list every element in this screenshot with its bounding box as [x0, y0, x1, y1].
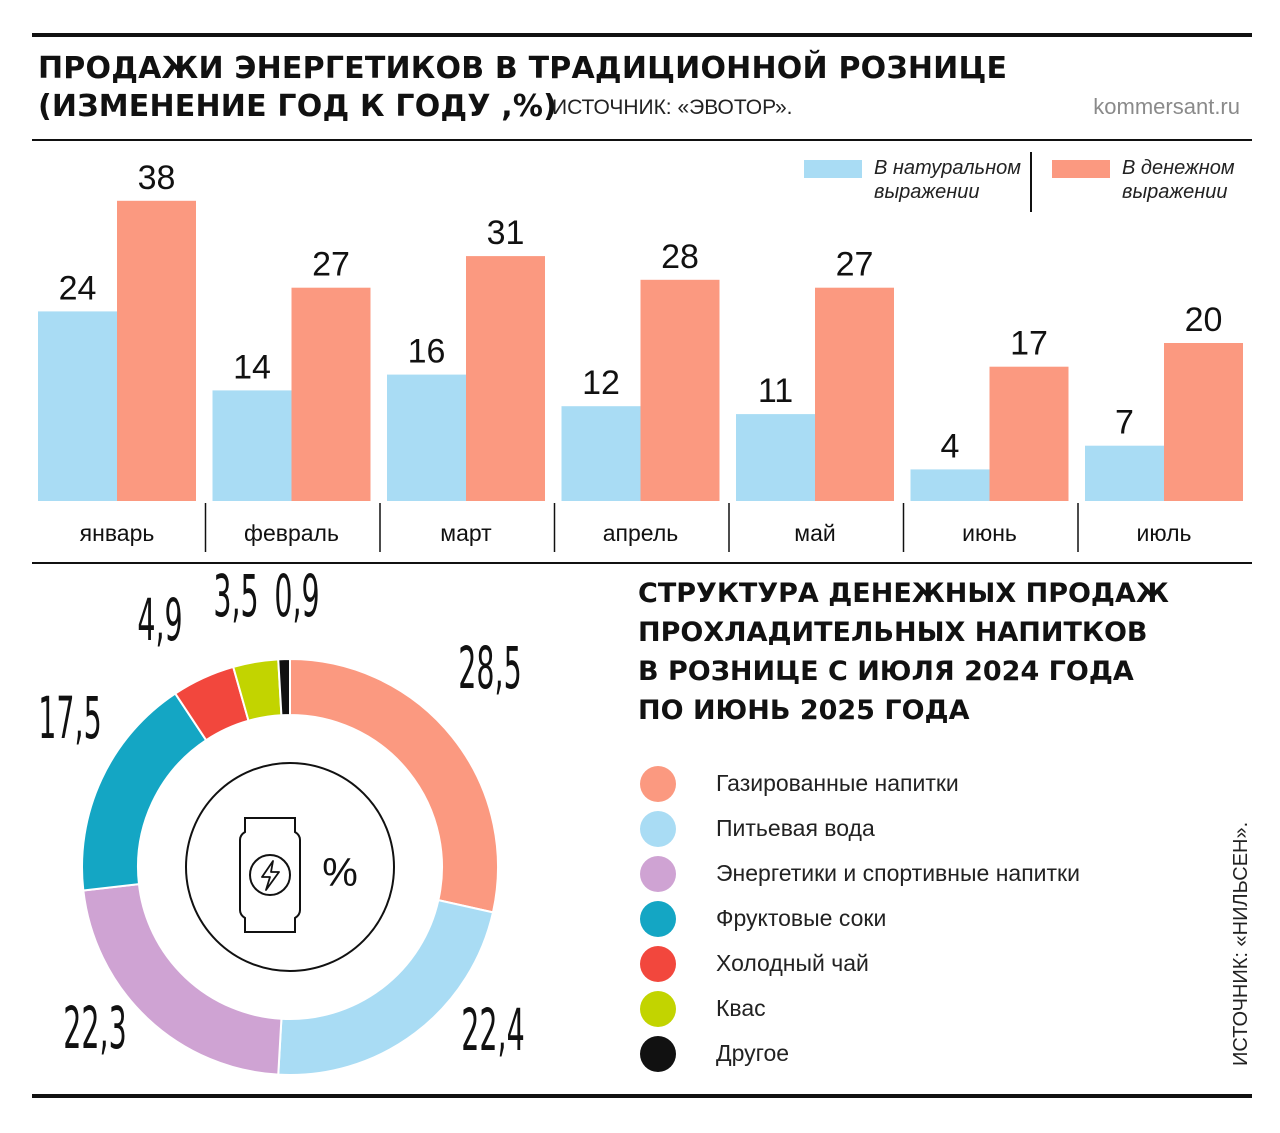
bar-value-label: 14	[233, 348, 271, 386]
legend-dot	[640, 901, 676, 937]
bar-natural-6	[1085, 445, 1164, 501]
donut-slice-6	[277, 657, 291, 717]
legend-label: Питьевая вода	[716, 815, 875, 841]
slice-value-label: 3,5	[213, 563, 258, 630]
bar-value-label: 16	[408, 333, 446, 371]
bar-natural-1	[212, 390, 292, 501]
bar-natural-4	[736, 414, 815, 501]
slice-value-label: 0,9	[274, 563, 319, 630]
bar-money-0	[117, 200, 196, 502]
chart-title: ПРОДАЖИ ЭНЕРГЕТИКОВ В ТРАДИЦИОННОЙ РОЗНИ…	[38, 50, 1007, 126]
legend-label-money: В денежном выражении	[1122, 157, 1235, 203]
center-circle	[185, 762, 395, 972]
bar-money-3	[640, 279, 720, 501]
donut-chart: 28,5 22,4 22,3 17,5 4,9 3,5 0,9%	[38, 563, 525, 1077]
donut-title-line1: СТРУКТУРА ДЕНЕЖНЫХ ПРОДАЖ	[638, 578, 1169, 609]
x-tick-label: июль	[1137, 520, 1192, 546]
legend-label: Энергетики и спортивные напитки	[716, 860, 1080, 886]
x-tick-label: июнь	[962, 520, 1017, 546]
top-rule	[32, 33, 1252, 37]
x-tick-label: май	[794, 520, 835, 546]
x-tick-label: апрель	[603, 520, 678, 546]
bar-value-label: 28	[661, 238, 699, 276]
bar-value-label: 7	[1115, 404, 1134, 442]
slice-value-label: 22,3	[63, 995, 126, 1062]
bar-money-2	[466, 256, 545, 501]
donut-source-note: ИСТОЧНИК: «НИЛЬСЕН».	[1230, 821, 1252, 1066]
bar-natural-5	[910, 469, 990, 501]
legend-divider	[1030, 152, 1032, 212]
header-rule	[32, 139, 1252, 141]
bar-value-label: 27	[836, 246, 874, 284]
energy-drink-can-icon	[239, 817, 301, 933]
chart-title-line1: ПРОДАЖИ ЭНЕРГЕТИКОВ В ТРАДИЦИОННОЙ РОЗНИ…	[38, 51, 1008, 86]
center-percent-label: %	[322, 851, 358, 895]
slice-value-label: 17,5	[38, 685, 101, 752]
x-tick-label: январь	[80, 520, 155, 546]
legend-label: Фруктовые соки	[716, 905, 887, 931]
bar-value-label: 31	[487, 214, 525, 252]
donut-title-line4: ПО ИЮНЬ 2025 ГОДА	[638, 695, 970, 726]
bar-money-5	[989, 366, 1069, 501]
can-badge	[249, 854, 291, 896]
slice-value-label: 22,4	[461, 997, 524, 1064]
legend-dot	[640, 991, 676, 1027]
legend-label-natural: В натуральном выражении	[874, 157, 1021, 203]
donut-title-line3: В РОЗНИЦЕ С ИЮЛЯ 2024 ГОДА	[638, 656, 1134, 687]
section-divider-rule	[32, 562, 1252, 564]
bar-value-label: 20	[1185, 301, 1223, 339]
bar-source-note: ИСТОЧНИК: «ЭВОТОР».	[552, 96, 793, 119]
legend-dot	[640, 811, 676, 847]
bar-chart: 24 38 январь 14 27 февраль 16 31 март 12 28 апрель 1…	[38, 159, 1243, 552]
legend-dot	[640, 1036, 676, 1072]
bar-value-label: 17	[1010, 325, 1048, 363]
lightning-icon	[261, 860, 280, 891]
legend-dot	[640, 766, 676, 802]
legend-swatch-money	[1052, 160, 1110, 178]
bar-money-6	[1164, 343, 1243, 501]
bar-natural-0	[38, 311, 117, 501]
donut-chart-title: СТРУКТУРА ДЕНЕЖНЫХ ПРОДАЖ ПРОХЛАДИТЕЛЬНЫ…	[638, 574, 1169, 730]
bar-natural-3	[561, 406, 641, 501]
bar-value-label: 38	[138, 159, 176, 197]
legend-swatch-natural	[804, 160, 862, 178]
legend-label: Холодный чай	[716, 950, 869, 976]
legend-label: Газированные напитки	[716, 770, 959, 796]
legend-label: Квас	[716, 995, 766, 1021]
slice-value-label: 28,5	[458, 635, 521, 702]
can-outline	[239, 817, 301, 933]
bar-money-4	[815, 287, 894, 501]
bar-value-label: 24	[59, 269, 97, 307]
legend-dot	[640, 946, 676, 982]
bar-value-label: 11	[758, 372, 793, 410]
bar-value-label: 4	[941, 427, 960, 465]
legend-label: Другое	[716, 1040, 790, 1066]
site-name: kommersant.ru	[1093, 94, 1240, 119]
bottom-rule	[32, 1094, 1252, 1098]
chart-title-line2: (ИЗМЕНЕНИЕ ГОД К ГОДУ ,%)	[38, 89, 558, 124]
legend-dot	[640, 856, 676, 892]
bar-value-label: 27	[312, 246, 350, 284]
slice-value-label: 4,9	[137, 587, 182, 654]
x-tick-label: март	[440, 520, 492, 546]
donut-title-line2: ПРОХЛАДИТЕЛЬНЫХ НАПИТКОВ	[638, 617, 1148, 648]
bar-natural-2	[387, 374, 466, 501]
bar-value-label: 12	[582, 364, 620, 402]
x-tick-label: февраль	[244, 520, 339, 546]
bar-money-1	[291, 287, 371, 501]
